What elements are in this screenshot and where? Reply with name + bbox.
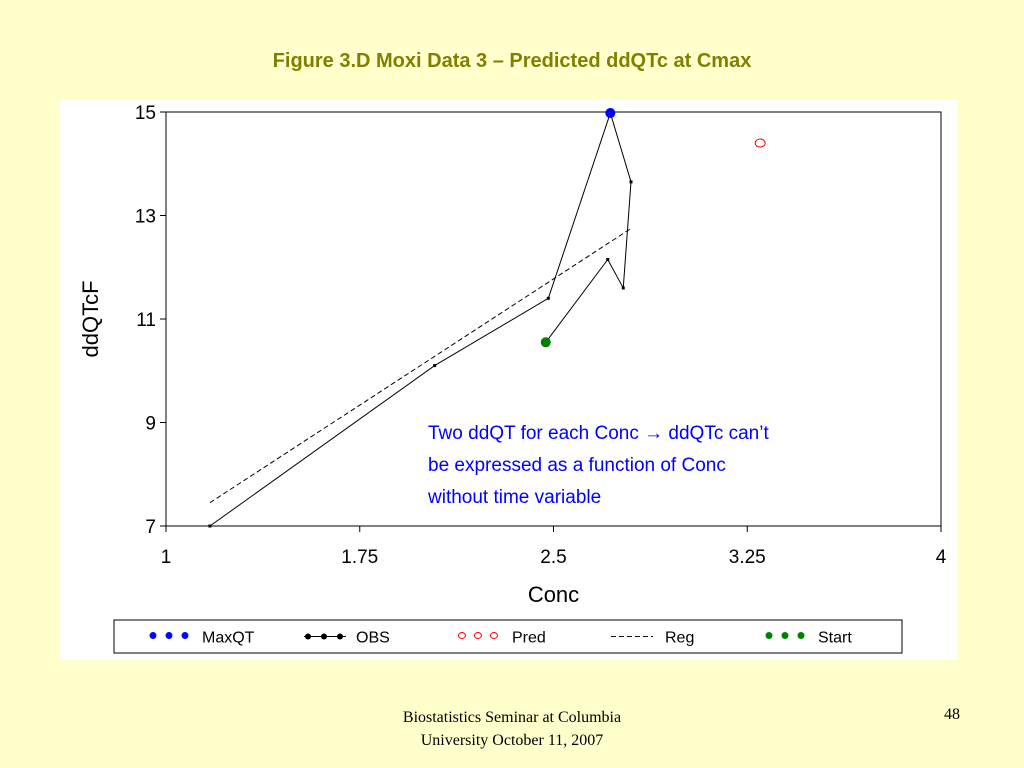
footer-line-1: Biostatistics Seminar at Columbia: [402, 709, 622, 726]
legend-obs-marker: [337, 633, 343, 640]
maxqt-point: [605, 108, 616, 119]
legend-obs-marker: [305, 633, 311, 640]
legend-start-label: Start: [818, 630, 852, 647]
legend-pred-marker: [458, 632, 466, 639]
legend-pred-marker: [490, 632, 498, 639]
obs-point: [208, 524, 212, 528]
legend-maxqt-marker: [165, 632, 173, 639]
slide-title: Figure 3.D Moxi Data 3 – Predicted ddQTc…: [272, 50, 752, 72]
obs-point: [546, 296, 550, 300]
y-tick-label: 9: [145, 414, 156, 435]
y-axis-label: ddQTcF: [78, 280, 103, 357]
x-tick-label: 3.25: [729, 547, 766, 568]
y-tick-label: 11: [136, 310, 156, 331]
obs-line: [209, 111, 632, 527]
obs-point: [606, 257, 610, 261]
chart-panel: 7 9 11 13 15 1 1.75 2.5 3.25 4 Conc ddQTcF MaxQT OBS P…: [60, 100, 957, 660]
obs-point: [629, 180, 633, 184]
chart-annotation: Two ddQT for each Conc → ddQTc can’t be …: [428, 423, 769, 508]
x-axis-label: Conc: [528, 582, 579, 607]
legend-maxqt-label: MaxQT: [202, 630, 255, 647]
x-tick-label: 1.75: [341, 547, 378, 568]
y-tick-label: 15: [135, 103, 156, 124]
legend-reg-label: Reg: [665, 630, 694, 647]
legend-start-marker: [781, 632, 789, 639]
slide-number: 48: [944, 706, 960, 723]
y-tick-label: 13: [135, 207, 156, 228]
legend-obs-marker: [321, 633, 327, 640]
slide-footer: Biostatistics Seminar at Columbia Univer…: [312, 706, 712, 752]
obs-point: [621, 286, 625, 290]
legend-start-marker: [797, 632, 805, 639]
legend-pred-marker: [474, 632, 482, 639]
obs-point: [433, 364, 437, 368]
legend-start-marker: [765, 632, 773, 639]
reg-line: [209, 228, 632, 504]
start-point: [540, 337, 551, 348]
legend-maxqt-marker: [181, 632, 189, 639]
footer-line-2: University October 11, 2007: [420, 732, 604, 749]
x-tick-label: 2.5: [540, 547, 566, 568]
pred-point: [754, 138, 766, 148]
legend-pred-label: Pred: [512, 630, 546, 647]
chart-svg: 7 9 11 13 15 1 1.75 2.5 3.25 4 Conc ddQTcF MaxQT OBS P…: [78, 103, 947, 654]
legend-obs-label: OBS: [356, 630, 390, 647]
x-tick-label: 1: [161, 547, 172, 568]
legend-maxqt-marker: [149, 632, 157, 639]
x-tick-label: 4: [936, 547, 947, 568]
y-tick-label: 7: [145, 517, 156, 538]
